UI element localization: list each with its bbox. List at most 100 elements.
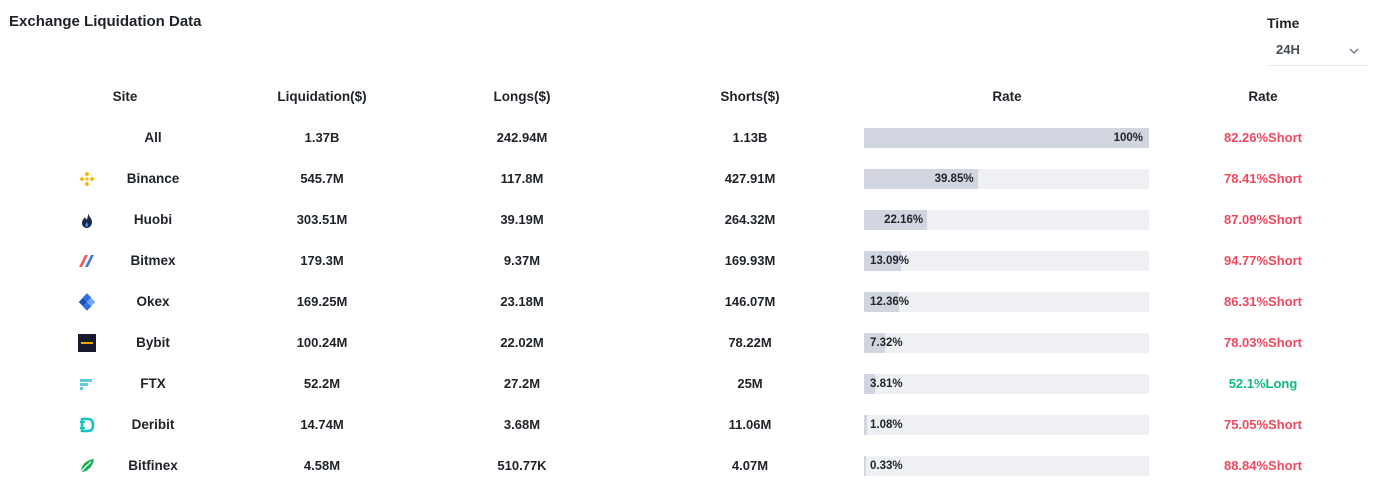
bitmex-icon xyxy=(78,252,96,270)
longs-value: 117.8M xyxy=(500,171,544,186)
liquidation-value: 14.74M xyxy=(300,417,344,432)
rate-bar: 7.32% xyxy=(864,333,1149,353)
site-name: Bitmex xyxy=(130,253,176,268)
side-rate-value: 78.03%Short xyxy=(1223,335,1303,350)
longs-value: 9.37M xyxy=(503,253,541,268)
site-cell: FTX xyxy=(78,363,238,404)
rate-bar-fill xyxy=(864,415,868,435)
deribit-icon xyxy=(78,416,96,434)
side-rate-value: 78.41%Short xyxy=(1223,171,1303,186)
header-liquidation: Liquidation($) xyxy=(277,89,367,104)
site-name: Bitfinex xyxy=(128,458,178,473)
site-name: All xyxy=(144,130,162,145)
header-longs: Longs($) xyxy=(493,89,551,104)
longs-value: 22.02M xyxy=(500,335,544,350)
rate-bar-label: 13.09% xyxy=(870,255,910,267)
rate-bar-label: 1.08% xyxy=(870,419,903,431)
rate-bar: 100% xyxy=(864,128,1149,148)
shorts-value: 264.32M xyxy=(724,212,776,227)
shorts-value: 427.91M xyxy=(724,171,776,186)
liquidation-value: 1.37B xyxy=(304,130,340,145)
huobi-icon xyxy=(78,211,96,229)
rate-bar-label: 0.33% xyxy=(870,460,903,472)
longs-value: 242.94M xyxy=(496,130,548,145)
rate-bar-label: 39.85% xyxy=(934,173,974,185)
header-shorts: Shorts($) xyxy=(720,89,780,104)
side-rate-value: 88.84%Short xyxy=(1223,458,1303,473)
longs-value: 3.68M xyxy=(503,417,541,432)
side-rate-value: 86.31%Short xyxy=(1223,294,1303,309)
table-row: FTX 52.2M 27.2M 25M 3.81% 52.1%Long xyxy=(0,363,1385,404)
rate-bar: 12.36% xyxy=(864,292,1149,312)
site-cell: Deribit xyxy=(78,404,238,445)
table-row: Binance 545.7M 117.8M 427.91M 39.85% 78.41%Sh… xyxy=(0,158,1385,199)
longs-value: 23.18M xyxy=(500,294,544,309)
site-name: Binance xyxy=(126,171,180,186)
side-rate-value: 82.26%Short xyxy=(1223,130,1303,145)
site-cell: Bitfinex xyxy=(78,445,238,486)
table-row: Deribit 14.74M 3.68M 11.06M 1.08% 75.05%Short xyxy=(0,404,1385,445)
site-name: Bybit xyxy=(136,335,170,350)
okex-icon xyxy=(78,292,96,311)
longs-value: 510.77K xyxy=(497,458,547,473)
rate-bar: 3.81% xyxy=(864,374,1149,394)
time-value: 24H xyxy=(1276,42,1300,57)
shorts-value: 169.93M xyxy=(724,253,776,268)
liquidation-value: 4.58M xyxy=(303,458,341,473)
rate-bar-label: 12.36% xyxy=(870,296,910,308)
shorts-value: 78.22M xyxy=(728,335,772,350)
bybit-icon xyxy=(78,333,96,352)
site-cell: Huobi xyxy=(78,199,238,240)
side-rate-value: 52.1%Long xyxy=(1228,376,1298,391)
table-row: Bybit 100.24M 22.02M 78.22M 7.32% 78.03%Short xyxy=(0,322,1385,363)
table-row: Bitmex 179.3M 9.37M 169.93M 13.09% 94.77%Shor… xyxy=(0,240,1385,281)
rate-bar-fill xyxy=(864,292,900,312)
time-label: Time xyxy=(1267,15,1300,31)
site-cell: Bybit xyxy=(78,322,238,363)
table-row: All 1.37B 242.94M 1.13B 100% 82.26%Short xyxy=(0,117,1385,158)
site-name: Deribit xyxy=(131,417,175,432)
rate-bar-fill xyxy=(864,128,1149,148)
liquidation-value: 303.51M xyxy=(296,212,348,227)
rate-bar: 1.08% xyxy=(864,415,1149,435)
site-cell: Okex xyxy=(78,281,238,322)
header-rate-side: Rate xyxy=(1248,89,1278,104)
longs-value: 39.19M xyxy=(500,212,544,227)
site-name: Huobi xyxy=(133,212,173,227)
side-rate-value: 94.77%Short xyxy=(1223,253,1303,268)
table-row: Okex 169.25M 23.18M 146.07M 12.36% 86.31%Shor… xyxy=(0,281,1385,322)
rate-bar: 39.85% xyxy=(864,169,1149,189)
shorts-value: 146.07M xyxy=(724,294,776,309)
rate-bar: 22.16% xyxy=(864,210,1149,230)
page-title: Exchange Liquidation Data xyxy=(9,13,202,30)
rate-bar: 13.09% xyxy=(864,251,1149,271)
site-cell: All xyxy=(78,117,238,158)
rate-bar-fill xyxy=(864,169,978,189)
rate-bar: 0.33% xyxy=(864,456,1149,476)
liquidation-value: 545.7M xyxy=(300,171,344,186)
shorts-value: 25M xyxy=(737,376,763,391)
longs-value: 27.2M xyxy=(503,376,541,391)
site-name: FTX xyxy=(140,376,166,391)
ftx-icon xyxy=(78,375,96,393)
site-cell: Binance xyxy=(78,158,238,199)
binance-icon xyxy=(78,170,96,188)
liquidation-value: 100.24M xyxy=(296,335,348,350)
rate-bar-label: 22.16% xyxy=(884,214,924,226)
rate-bar-fill xyxy=(864,333,885,353)
liquidation-value: 52.2M xyxy=(303,376,341,391)
rate-bar-label: 7.32% xyxy=(870,337,903,349)
rate-bar-fill xyxy=(864,251,902,271)
header-rate: Rate xyxy=(992,89,1022,104)
chevron-down-icon xyxy=(1349,48,1359,54)
table-header: Site Liquidation($) Longs($) Shorts($) R… xyxy=(0,76,1385,117)
rate-bar-label: 100% xyxy=(1113,132,1143,144)
shorts-value: 11.06M xyxy=(728,417,772,432)
side-rate-value: 75.05%Short xyxy=(1223,417,1303,432)
time-select[interactable]: 24H xyxy=(1267,36,1368,66)
liquidation-value: 169.25M xyxy=(296,294,348,309)
site-cell: Bitmex xyxy=(78,240,238,281)
shorts-value: 1.13B xyxy=(732,130,768,145)
side-rate-value: 87.09%Short xyxy=(1223,212,1303,227)
table-row: Bitfinex 4.58M 510.77K 4.07M 0.33% 88.84%Shor… xyxy=(0,445,1385,486)
